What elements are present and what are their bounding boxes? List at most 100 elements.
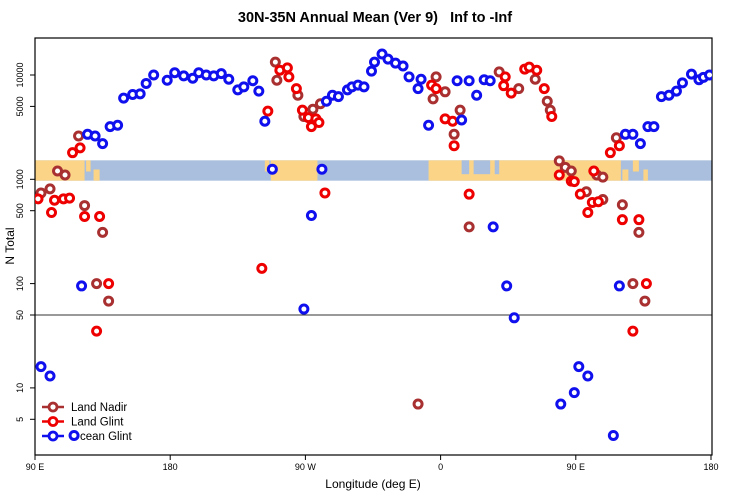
data-point xyxy=(148,69,160,81)
y-tick-label: 5 xyxy=(15,417,25,422)
legend-key-circle xyxy=(47,416,59,427)
data-point xyxy=(633,226,645,238)
data-point xyxy=(223,73,235,85)
x-tick-label: 90 E xyxy=(567,462,586,472)
chart-title: 30N-35N Annual Mean (Ver 9) Inf to -Inf xyxy=(237,10,513,26)
data-point xyxy=(538,83,550,95)
legend-key-circle xyxy=(47,401,59,413)
map-strip-sea-patch xyxy=(461,160,470,175)
data-point xyxy=(553,169,565,181)
data-point xyxy=(447,115,459,127)
data-point xyxy=(79,210,91,222)
data-point xyxy=(448,128,460,140)
legend-key-circle xyxy=(47,430,59,442)
data-point xyxy=(676,77,688,89)
series-ocean-glint xyxy=(35,48,712,441)
data-point xyxy=(613,280,625,292)
y-tick-label: 50 xyxy=(15,310,25,320)
data-point xyxy=(634,138,646,150)
data-point xyxy=(256,262,268,274)
data-point xyxy=(574,188,586,200)
data-point xyxy=(316,163,328,175)
data-point xyxy=(627,278,639,290)
data-point xyxy=(259,115,271,127)
data-point xyxy=(568,387,580,399)
data-point xyxy=(616,214,628,226)
data-point xyxy=(448,140,460,152)
data-point xyxy=(161,74,173,86)
data-point xyxy=(118,92,130,104)
data-point xyxy=(298,303,310,315)
data-point xyxy=(499,71,511,83)
map-strip-sea-patch xyxy=(473,160,491,175)
data-point xyxy=(79,200,91,212)
data-point xyxy=(64,192,76,204)
data-point xyxy=(403,71,415,83)
data-point xyxy=(76,280,88,292)
data-point xyxy=(215,68,227,80)
data-point xyxy=(169,67,181,79)
data-point xyxy=(238,81,250,93)
data-point xyxy=(269,56,281,68)
data-point xyxy=(451,75,463,87)
map-strip-sea-patch xyxy=(494,160,500,175)
data-point xyxy=(597,171,609,183)
data-point xyxy=(73,130,85,142)
data-point xyxy=(588,165,600,177)
data-point xyxy=(266,163,278,175)
data-point xyxy=(103,295,115,307)
data-point xyxy=(627,128,639,140)
data-point xyxy=(35,361,47,373)
map-strip-land-speck xyxy=(643,169,648,181)
x-tick-label: 180 xyxy=(163,462,178,472)
x-tick-label: 0 xyxy=(438,462,443,472)
data-point xyxy=(573,361,585,373)
data-point xyxy=(582,370,594,382)
data-point xyxy=(633,214,645,226)
data-point xyxy=(553,155,565,167)
data-point xyxy=(296,104,308,116)
data-point xyxy=(565,165,577,177)
data-point xyxy=(290,83,302,95)
data-point xyxy=(484,75,496,87)
data-point xyxy=(262,105,274,117)
data-point xyxy=(112,119,124,131)
data-point xyxy=(582,207,594,219)
data-point xyxy=(513,83,525,95)
map-strip-land-speck xyxy=(86,160,91,172)
data-point xyxy=(541,95,553,107)
data-point xyxy=(91,278,103,290)
data-point xyxy=(44,183,56,195)
data-point xyxy=(607,429,619,441)
data-point xyxy=(616,199,628,211)
map-strip-land-speck xyxy=(632,160,639,172)
data-point xyxy=(531,64,543,76)
x-tick-label: 90 E xyxy=(26,462,45,472)
data-point xyxy=(685,68,697,80)
data-point xyxy=(423,119,435,131)
data-point xyxy=(313,117,325,129)
map-strip-land-speck xyxy=(264,160,270,172)
data-point xyxy=(412,398,424,410)
x-tick-label: 180 xyxy=(703,462,718,472)
data-point xyxy=(415,73,427,85)
data-point xyxy=(487,221,499,233)
data-point xyxy=(74,142,86,154)
data-point xyxy=(463,221,475,233)
data-point xyxy=(44,370,56,382)
data-point xyxy=(49,194,61,206)
data-point xyxy=(639,295,651,307)
y-tick-label: 10000 xyxy=(15,62,25,87)
data-point xyxy=(430,83,442,95)
data-point xyxy=(35,193,44,205)
data-point xyxy=(253,85,265,97)
data-point xyxy=(397,60,409,72)
data-point xyxy=(281,62,293,74)
data-point xyxy=(305,209,317,221)
data-point xyxy=(91,325,103,337)
map-strip-land xyxy=(270,160,318,181)
data-point xyxy=(68,429,80,441)
data-point xyxy=(94,210,106,222)
data-point xyxy=(332,91,344,103)
